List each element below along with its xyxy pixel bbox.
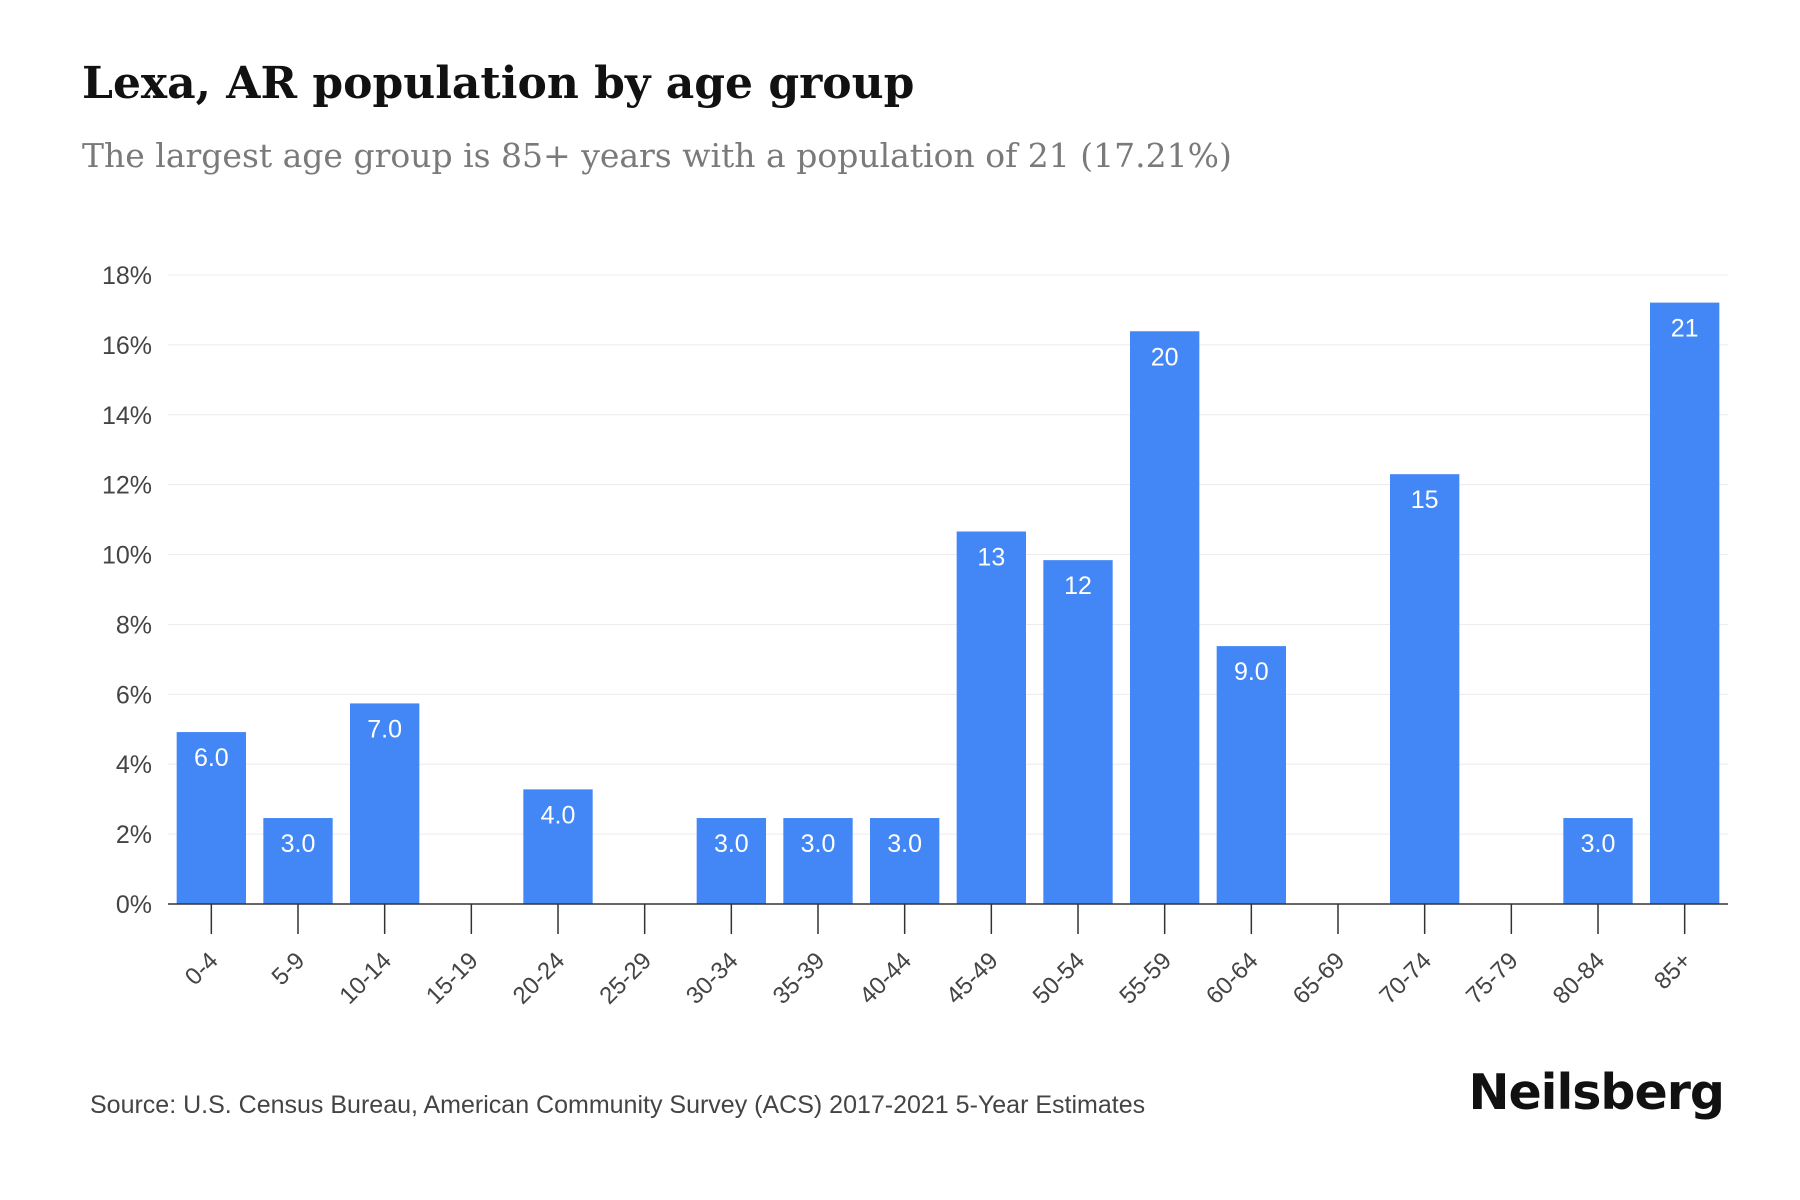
chart-title: Lexa, AR population by age group — [82, 58, 915, 109]
bar-70-74 — [1390, 474, 1460, 904]
bar-value-label: 3.0 — [801, 830, 836, 858]
bar-value-label: 13 — [977, 543, 1005, 571]
bar-value-label: 15 — [1411, 486, 1439, 514]
bar-50-54 — [1043, 560, 1113, 904]
bar-value-label: 7.0 — [367, 715, 402, 743]
chart-subtitle: The largest age group is 85+ years with … — [82, 136, 1232, 175]
y-tick-label: 6% — [116, 681, 152, 709]
x-tick-label: 60-64 — [1201, 947, 1264, 1010]
bar-20-24 — [523, 789, 593, 904]
x-tick-label: 85+ — [1649, 947, 1697, 995]
y-tick-label: 16% — [102, 332, 152, 360]
x-tick-label: 20-24 — [508, 947, 571, 1010]
x-tick-label: 50-54 — [1028, 947, 1091, 1010]
bar-value-label: 3.0 — [714, 830, 749, 858]
bar-0-4 — [176, 732, 246, 904]
bar-value-label: 3.0 — [281, 830, 316, 858]
bar-value-label: 4.0 — [541, 801, 576, 829]
y-tick-label: 18% — [102, 262, 152, 290]
x-tick-label: 70-74 — [1374, 947, 1437, 1010]
x-tick-label: 55-59 — [1114, 947, 1177, 1010]
bar-35-39 — [783, 818, 853, 904]
y-axis-ticks: 0% 2% 4% 6% 8% 10% 12% 14% 16% 18% — [102, 262, 152, 919]
x-tick-label: 75-79 — [1461, 947, 1524, 1010]
source-note: Source: U.S. Census Bureau, American Com… — [90, 1091, 1146, 1119]
bar-40-44 — [870, 818, 940, 904]
y-tick-label: 14% — [102, 402, 152, 430]
x-tick-label: 30-34 — [681, 947, 744, 1010]
bar-55-59 — [1130, 331, 1200, 904]
grid-lines — [168, 274, 1728, 835]
bar-5-9 — [263, 818, 333, 904]
bar-value-label: 20 — [1151, 343, 1179, 371]
bar-value-label: 9.0 — [1234, 658, 1269, 686]
bars: 6.0 3.0 7.0 4.0 3.0 3.0 3.0 13 12 20 9.0 15 3.0 21 — [176, 302, 1720, 905]
bar-value-label: 21 — [1671, 315, 1699, 343]
bar-80-84 — [1563, 818, 1633, 904]
y-tick-label: 10% — [102, 542, 152, 570]
x-tick-label: 45-49 — [941, 947, 1004, 1010]
x-tick-label: 25-29 — [594, 947, 657, 1010]
y-tick-label: 0% — [116, 891, 152, 919]
x-tick-label: 40-44 — [854, 947, 917, 1010]
bar-value-label: 12 — [1064, 572, 1092, 600]
y-tick-label: 2% — [116, 821, 152, 849]
bar-value-label: 6.0 — [194, 744, 229, 772]
brand-logo: Neilsberg — [1468, 1064, 1725, 1121]
x-tick-label: 65-69 — [1288, 947, 1351, 1010]
bar-10-14 — [350, 703, 420, 904]
bar-60-64 — [1216, 646, 1286, 904]
x-tick-label: 10-14 — [334, 947, 397, 1010]
bar-85+ — [1650, 302, 1720, 905]
x-tick-label: 80-84 — [1548, 947, 1611, 1010]
bar-30-34 — [696, 818, 766, 904]
x-tick-label: 15-19 — [421, 947, 484, 1010]
x-tick-label: 35-39 — [768, 947, 831, 1010]
y-tick-label: 12% — [102, 472, 152, 500]
bar-45-49 — [956, 531, 1026, 904]
x-tick-label: 0-4 — [180, 947, 224, 991]
bar-value-label: 3.0 — [1581, 830, 1616, 858]
x-tick-label: 5-9 — [267, 947, 311, 991]
bar-value-label: 3.0 — [887, 830, 922, 858]
x-axis: 0-4 5-9 10-14 15-19 20-24 25-29 30-34 35-39 40-4… — [168, 903, 1728, 1010]
y-tick-label: 4% — [116, 751, 152, 779]
y-tick-label: 8% — [116, 611, 152, 639]
